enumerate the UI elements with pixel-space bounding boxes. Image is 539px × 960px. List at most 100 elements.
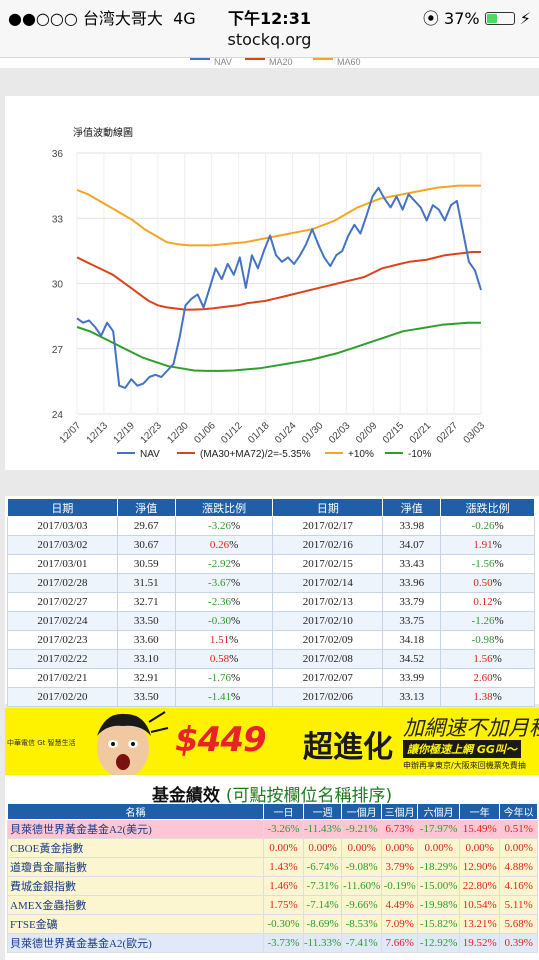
nav-cell: 31.51 bbox=[116, 573, 176, 593]
perf-row[interactable]: 貝萊德世界黃金基金A2(美元) -3.26% -11.43% -9.21% 6.73% -… bbox=[7, 819, 539, 839]
legend-label-ma60: MA60 bbox=[337, 58, 361, 67]
ad-headline: 加網速不加月租 bbox=[403, 716, 539, 740]
x-tick-label: 01/30 bbox=[300, 420, 326, 446]
change-cell: 1.56% bbox=[440, 649, 535, 669]
change-cell: -3.67% bbox=[174, 573, 274, 593]
fund-name-link[interactable]: 道瓊貴金屬指數 bbox=[7, 857, 264, 877]
change-cell: -1.26% bbox=[440, 611, 535, 631]
perf-value-cell: 7.09% bbox=[381, 914, 419, 934]
date-cell: 2017/02/06 bbox=[272, 687, 384, 707]
x-tick-label: 12/30 bbox=[165, 420, 191, 446]
perf-value-cell: 5.11% bbox=[499, 895, 539, 915]
perf-row[interactable]: 費城金銀指數 1.46% -7.31% -11.60% -0.19% -15.00% 22.… bbox=[7, 876, 539, 896]
date-cell: 2017/02/09 bbox=[272, 630, 384, 650]
change-cell: -0.98% bbox=[440, 630, 535, 650]
fund-name-link[interactable]: 費城金銀指數 bbox=[7, 876, 264, 896]
col-header-change-2[interactable]: 漲跌比例 bbox=[440, 498, 535, 517]
address-bar[interactable]: stockq.org bbox=[0, 30, 539, 58]
col-header-date-2[interactable]: 日期 bbox=[272, 498, 384, 517]
perf-col-name[interactable]: 名稱 bbox=[7, 803, 264, 820]
date-cell: 2017/02/16 bbox=[272, 535, 384, 555]
previous-chart-legend: NAV MA20 MA60 bbox=[0, 58, 539, 68]
nav-cell: 33.50 bbox=[116, 611, 176, 631]
nav-cell: 33.10 bbox=[116, 649, 176, 669]
perf-value-cell: 6.73% bbox=[381, 819, 419, 839]
nav-cell: 32.71 bbox=[116, 592, 176, 612]
perf-col-ytd[interactable]: 今年以 bbox=[499, 803, 539, 820]
battery-icon bbox=[484, 12, 515, 25]
nav-cell: 33.60 bbox=[116, 630, 176, 650]
fund-name-link[interactable]: CBOE黃金指數 bbox=[7, 838, 264, 858]
previous-legend-svg: NAV MA20 MA60 bbox=[190, 58, 361, 67]
date-cell: 2017/02/17 bbox=[272, 516, 384, 536]
nav-history-card: 日期 淨值 漲跌比例 日期 淨值 漲跌比例 2017/03/03 29.67 -3.… bbox=[5, 496, 539, 707]
col-header-date[interactable]: 日期 bbox=[7, 498, 118, 517]
date-cell: 2017/02/08 bbox=[272, 649, 384, 669]
y-tick-label: 24 bbox=[52, 410, 64, 421]
perf-value-cell: -0.19% bbox=[381, 876, 419, 896]
perf-value-cell: -3.26% bbox=[263, 819, 304, 839]
perf-value-cell: 5.68% bbox=[499, 914, 539, 934]
ad-slogan: 超進化 bbox=[303, 730, 393, 765]
change-cell: -1.56% bbox=[440, 554, 535, 574]
performance-table: 名稱 一日 一週 一個月 三個月 六個月 一年 今年以 貝萊德世界黃金基金A2(… bbox=[7, 803, 539, 953]
fund-name-link[interactable]: 貝萊德世界黃金基金A2(歐元) bbox=[7, 933, 264, 953]
ad-person-illustration bbox=[75, 708, 170, 775]
perf-value-cell: 4.16% bbox=[499, 876, 539, 896]
fund-name-link[interactable]: FTSE金礦 bbox=[7, 914, 264, 934]
change-cell: 0.26% bbox=[174, 535, 274, 555]
perf-row[interactable]: AMEX金蟲指數 1.75% -7.14% -9.66% 4.49% -19.98% 10.… bbox=[7, 895, 539, 915]
date-cell: 2017/02/14 bbox=[272, 573, 384, 593]
date-cell: 2017/02/28 bbox=[7, 573, 118, 593]
y-tick-label: 36 bbox=[52, 149, 64, 160]
perf-value-cell: -8.53% bbox=[341, 914, 383, 934]
perf-value-cell: 1.75% bbox=[263, 895, 304, 915]
perf-value-cell: 0.00% bbox=[499, 838, 539, 858]
status-bar: ●●○○○ 台湾大哥大 4G 下午12:31 ⦿ 37% ⚡ bbox=[0, 0, 539, 30]
x-tick-label: 02/21 bbox=[408, 420, 434, 446]
perf-col-1m[interactable]: 一個月 bbox=[341, 803, 383, 820]
col-header-nav-2[interactable]: 淨值 bbox=[382, 498, 442, 517]
fund-name-link[interactable]: 貝萊德世界黃金基金A2(美元) bbox=[7, 819, 264, 839]
charging-icon: ⚡ bbox=[519, 9, 531, 28]
nav-cell: 34.18 bbox=[382, 630, 442, 650]
table-header-row: 日期 淨值 漲跌比例 日期 淨值 漲跌比例 bbox=[7, 498, 535, 517]
perf-value-cell: -9.21% bbox=[341, 819, 383, 839]
x-tick-label: 01/24 bbox=[273, 420, 299, 446]
perf-value-cell: -15.82% bbox=[417, 914, 461, 934]
nav-chart: 淨值波動線圖 24 27 30 33 36 12/07 12/13 12/19 12/23 12… bbox=[52, 126, 488, 460]
perf-value-cell: -11.33% bbox=[302, 933, 343, 953]
change-cell: -1.76% bbox=[174, 668, 274, 688]
perf-value-cell: 22.80% bbox=[459, 876, 501, 896]
series-line-2 bbox=[76, 184, 481, 247]
y-tick-label: 30 bbox=[52, 280, 64, 291]
perf-col-6m[interactable]: 六個月 bbox=[417, 803, 461, 820]
perf-value-cell: 0.00% bbox=[302, 838, 343, 858]
perf-row[interactable]: FTSE金礦 -0.30% -8.69% -8.53% 7.09% -15.82% 13.2… bbox=[7, 914, 539, 934]
nav-cell: 33.50 bbox=[116, 687, 176, 707]
orientation-lock-icon: ⦿ bbox=[422, 9, 439, 28]
perf-value-cell: -0.30% bbox=[263, 914, 304, 934]
ad-banner[interactable]: 中華電信 Gt 智慧生活 $449 超進化 加網速不加月租 讓你極速上網 GG叫… bbox=[5, 708, 539, 775]
legend-label-ma20: MA20 bbox=[269, 58, 293, 67]
col-header-nav[interactable]: 淨值 bbox=[116, 498, 176, 517]
x-tick-label: 01/06 bbox=[192, 420, 218, 446]
perf-value-cell: -9.66% bbox=[341, 895, 383, 915]
x-tick-label: 02/09 bbox=[354, 420, 380, 446]
perf-col-1y[interactable]: 一年 bbox=[459, 803, 501, 820]
perf-col-3m[interactable]: 三個月 bbox=[381, 803, 419, 820]
perf-col-1w[interactable]: 一週 bbox=[302, 803, 343, 820]
perf-row[interactable]: 道瓊貴金屬指數 1.43% -6.74% -9.08% 3.79% -18.29% 12.9… bbox=[7, 857, 539, 877]
table-row: 2017/02/27 32.71 -2.36% 2017/02/13 33.79 0.12… bbox=[7, 592, 535, 612]
perf-value-cell: 0.00% bbox=[341, 838, 383, 858]
fund-name-link[interactable]: AMEX金蟲指數 bbox=[7, 895, 264, 915]
perf-value-cell: 19.52% bbox=[459, 933, 501, 953]
y-tick-label: 27 bbox=[52, 345, 64, 356]
perf-row[interactable]: CBOE黃金指數 0.00% 0.00% 0.00% 0.00% 0.00% 0.00% 0.… bbox=[7, 838, 539, 858]
perf-row[interactable]: 貝萊德世界黃金基金A2(歐元) -3.73% -11.33% -7.41% 7.66% -… bbox=[7, 933, 539, 953]
col-header-change[interactable]: 漲跌比例 bbox=[174, 498, 274, 517]
performance-title: 基金績效 (可點按欄位名稱排序) bbox=[151, 786, 393, 806]
x-tick-label: 03/03 bbox=[462, 420, 488, 446]
nav-cell: 29.67 bbox=[116, 516, 176, 536]
date-cell: 2017/02/21 bbox=[7, 668, 118, 688]
